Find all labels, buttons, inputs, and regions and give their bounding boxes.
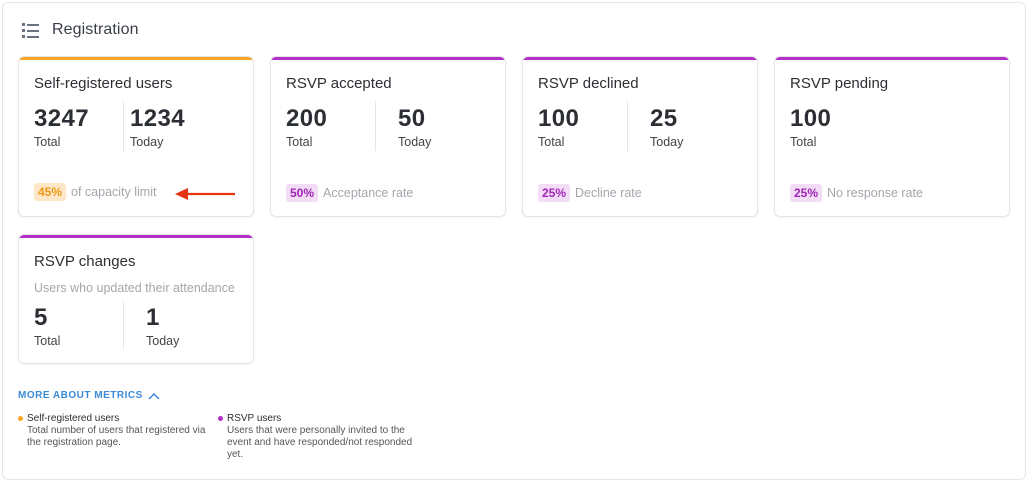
rate-badge: 25% — [538, 184, 571, 202]
rate-badge: 50% — [286, 184, 319, 202]
metric-value: 5 — [34, 304, 48, 331]
card-rsvp-declined: RSVP declined 100 Total 25 Today 25% Dec… — [522, 56, 758, 217]
metric-value: 1234 — [130, 105, 185, 132]
page-title: Registration — [52, 21, 139, 38]
more-about-metrics-label: MORE ABOUT METRICS — [18, 390, 143, 401]
card-title: RSVP pending — [790, 75, 889, 92]
metric-label: Today — [650, 135, 684, 149]
metric-total: 3247 Total — [34, 105, 89, 149]
legend-item-self-registered: Self-registered users Total number of us… — [18, 413, 218, 449]
rate-text: of capacity limit — [71, 185, 157, 199]
card-rsvp-pending: RSVP pending 100 Total 25% No response r… — [774, 56, 1010, 217]
card-title: RSVP declined — [538, 75, 639, 92]
metric-label: Total — [790, 135, 817, 149]
metric-total: 5 Total — [34, 304, 60, 348]
card-accent-bar — [271, 57, 505, 60]
rate-row: 25% Decline rate — [538, 184, 642, 202]
metric-divider — [123, 101, 124, 151]
rate-row: 45% of capacity limit — [34, 183, 156, 201]
metric-today: 50 Today — [398, 105, 431, 149]
metric-today: 25 Today — [650, 105, 683, 149]
list-icon — [22, 21, 40, 39]
metric-value: 200 — [286, 105, 328, 132]
card-accent-bar — [775, 57, 1009, 60]
metric-divider — [375, 101, 376, 151]
card-subtitle: Users who updated their attendance — [34, 281, 235, 295]
rate-badge: 45% — [34, 183, 67, 201]
metric-divider — [627, 101, 628, 151]
metric-label: Today — [130, 135, 164, 149]
card-title: Self-registered users — [34, 75, 173, 92]
panel-header: Registration — [22, 21, 139, 39]
rate-row: 25% No response rate — [790, 184, 923, 202]
card-title: RSVP accepted — [286, 75, 392, 92]
metric-label: Total — [286, 135, 313, 149]
rate-row: 50% Acceptance rate — [286, 184, 413, 202]
legend-description: Total number of users that registered vi… — [27, 425, 206, 448]
metric-label: Total — [34, 135, 61, 149]
legend-description: Users that were personally invited to th… — [227, 425, 413, 460]
card-title: RSVP changes — [34, 253, 136, 270]
card-rsvp-changes: RSVP changes Users who updated their att… — [18, 234, 254, 364]
metric-label: Total — [538, 135, 565, 149]
rate-text: Decline rate — [575, 186, 642, 200]
legend-title: Self-registered users — [27, 413, 120, 424]
card-accent-bar — [19, 57, 253, 60]
metric-label: Total — [34, 334, 61, 348]
metric-value: 100 — [790, 105, 832, 132]
arrow-left-icon — [175, 188, 235, 200]
card-rsvp-accepted: RSVP accepted 200 Total 50 Today 50% Acc… — [270, 56, 506, 217]
legend-dot — [218, 416, 223, 421]
card-accent-bar — [523, 57, 757, 60]
metric-today: 1234 Today — [130, 105, 185, 149]
metric-today: 1 Today — [146, 304, 179, 348]
card-accent-bar — [19, 235, 253, 238]
rate-text: No response rate — [827, 186, 923, 200]
rate-badge: 25% — [790, 184, 823, 202]
rate-text: Acceptance rate — [323, 186, 414, 200]
metric-value: 50 — [398, 105, 426, 132]
metric-value: 100 — [538, 105, 580, 132]
metric-total: 200 Total — [286, 105, 327, 149]
metric-total: 100 Total — [790, 105, 831, 149]
legend-title: RSVP users — [227, 413, 282, 424]
chevron-up-icon — [148, 392, 160, 400]
legend-item-rsvp-users: RSVP users Users that were personally in… — [218, 413, 418, 461]
card-self-registered-users: Self-registered users 3247 Total 1234 To… — [18, 56, 254, 217]
metric-label: Today — [146, 334, 180, 348]
metric-value: 1 — [146, 304, 160, 331]
metric-divider — [123, 301, 124, 349]
metric-value: 25 — [650, 105, 678, 132]
more-about-metrics-toggle[interactable]: MORE ABOUT METRICS — [18, 390, 160, 401]
metric-value: 3247 — [34, 105, 89, 132]
metric-label: Today — [398, 135, 432, 149]
metric-total: 100 Total — [538, 105, 579, 149]
legend-dot — [18, 416, 23, 421]
